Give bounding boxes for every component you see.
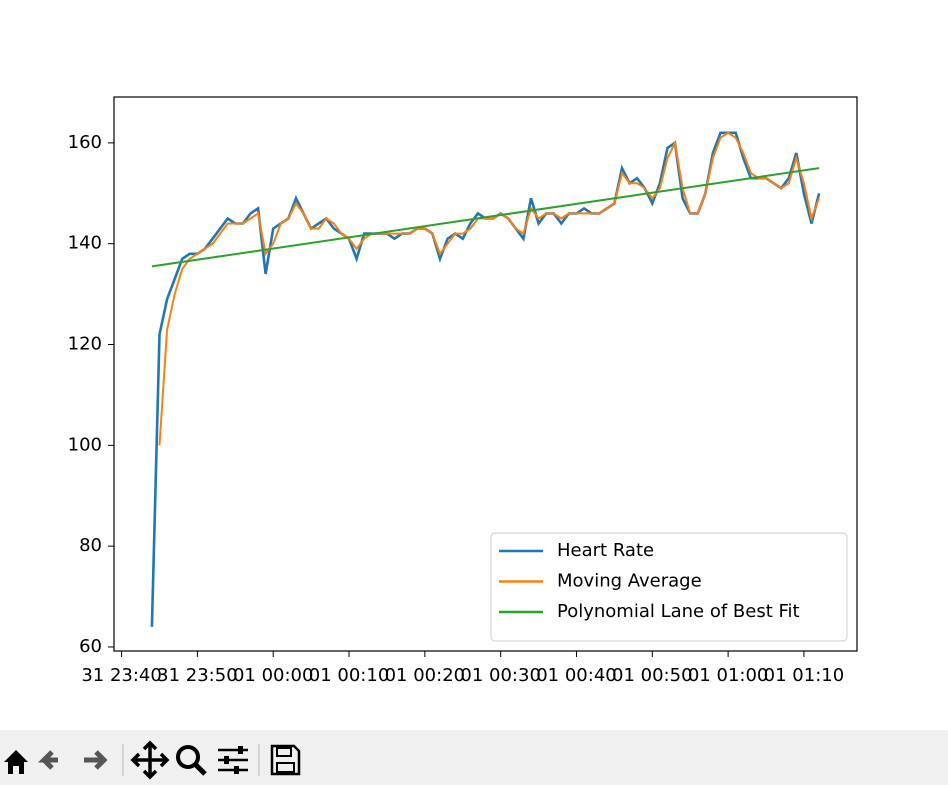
configure-button[interactable] xyxy=(218,746,248,774)
toolbar xyxy=(0,730,948,785)
x-tick-label: 01 00:10 xyxy=(309,665,390,686)
toolbar-icons xyxy=(4,740,301,780)
legend-label: Polynomial Lane of Best Fit xyxy=(557,601,800,622)
pan-button[interactable] xyxy=(130,740,170,780)
x-tick-label: 01 00:30 xyxy=(460,665,541,686)
x-tick-label: 31 23:40 xyxy=(81,665,162,686)
x-tick-label: 01 01:10 xyxy=(764,665,845,686)
back-button[interactable] xyxy=(37,750,58,770)
y-tick-label: 120 xyxy=(68,334,102,355)
legend-label: Heart Rate xyxy=(557,540,654,561)
y-tick-label: 80 xyxy=(79,535,102,556)
legend-label: Moving Average xyxy=(557,571,702,592)
x-tick-label: 01 00:20 xyxy=(385,665,466,686)
y-tick-label: 60 xyxy=(79,636,102,657)
legend-box xyxy=(490,532,848,642)
y-tick-label: 160 xyxy=(68,132,102,153)
zoom-button[interactable] xyxy=(176,745,207,776)
x-tick-label: 01 00:40 xyxy=(536,665,617,686)
x-tick-label: 01 00:50 xyxy=(612,665,693,686)
forward-button[interactable] xyxy=(84,750,108,770)
x-tick-label: 31 23:50 xyxy=(157,665,238,686)
save-button[interactable] xyxy=(270,744,301,776)
y-tick-label: 100 xyxy=(68,434,102,455)
home-button[interactable] xyxy=(4,750,28,774)
y-tick-label: 140 xyxy=(68,233,102,254)
x-tick-label: 01 00:00 xyxy=(233,665,314,686)
x-tick-label: 01 01:00 xyxy=(688,665,769,686)
series-line xyxy=(151,167,820,268)
